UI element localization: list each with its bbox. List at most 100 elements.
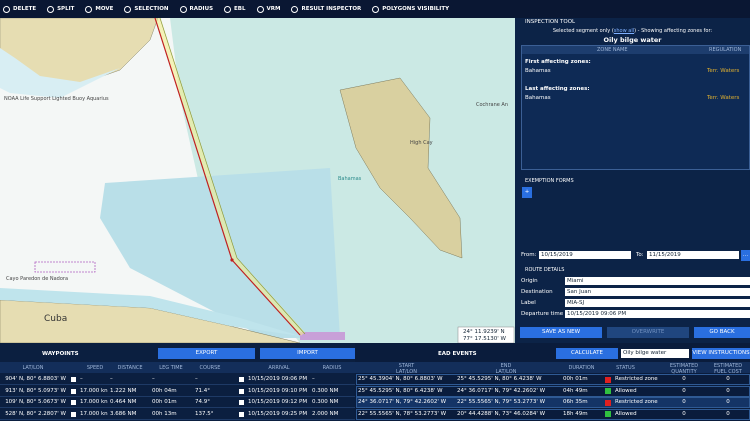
field-label: Label: [521, 300, 536, 306]
map-label: Bahamas: [338, 176, 362, 182]
checkbox[interactable]: [239, 388, 244, 394]
section-title: ROUTE DETAILS: [525, 267, 565, 273]
column-header: ESTIMATED QUANTITY: [662, 363, 706, 375]
checkbox[interactable]: [71, 400, 76, 405]
status-indicator: [605, 411, 611, 417]
to-date[interactable]: 11/15/2019: [647, 251, 739, 259]
cell: 0: [682, 410, 686, 417]
header-line: QUANTITY: [671, 368, 697, 375]
cell: 00h 01m: [563, 376, 588, 382]
icon: [124, 5, 132, 13]
save-button[interactable]: SAVE AS NEW: [520, 327, 602, 338]
icon: [179, 5, 187, 13]
header-line: START: [398, 362, 415, 369]
row[interactable]: [0, 409, 355, 420]
coordinate: 77° 17.5130' W: [463, 336, 507, 342]
toolbar-button[interactable]: POLYGONS VISIBILITY: [372, 5, 450, 13]
checkbox[interactable]: [71, 411, 76, 417]
icon: [372, 5, 380, 13]
status-indicator: [605, 388, 611, 394]
cell: –: [312, 376, 315, 382]
selection-note: Selected segment only (show all) - Showi…: [515, 28, 750, 34]
cell: 0: [682, 376, 686, 382]
column-header: COURSE: [199, 365, 221, 371]
row[interactable]: [0, 397, 355, 408]
cell: –: [195, 376, 198, 382]
import-button[interactable]: IMPORT: [260, 348, 355, 359]
toolbar-button[interactable]: EBL: [224, 5, 246, 13]
cell: Restricted zone: [615, 399, 658, 405]
toolbar-label: EBL: [234, 6, 246, 12]
row[interactable]: [0, 374, 355, 385]
panel-title: INSPECTION TOOL: [525, 19, 576, 25]
cell: 0: [682, 399, 686, 405]
export-button[interactable]: EXPORT: [158, 348, 255, 359]
toolbar-label: VRM: [266, 6, 281, 12]
cell: 06h 35m: [563, 399, 588, 405]
toolbar-button[interactable]: RESULT INSPECTOR: [291, 5, 361, 13]
back-button[interactable]: GO BACK: [694, 327, 750, 338]
column-header: LEG TIME: [159, 365, 183, 371]
zone-heading: Last affecting zones:: [525, 86, 590, 92]
waypoint[interactable]: [230, 258, 234, 262]
cell: 0: [682, 387, 686, 394]
field-value[interactable]: Miami: [565, 277, 750, 285]
column-header: REGULATION: [709, 47, 742, 53]
zone-name: Bahamas: [525, 68, 551, 74]
column-header: STATUS: [603, 365, 648, 371]
zone-table: ZONE NAME REGULATION First affecting zon…: [521, 45, 750, 170]
cell: 25° 45.5295' N, 80° 6.4238' W: [358, 387, 443, 394]
toolbar-button[interactable]: DELETE: [3, 5, 36, 13]
checkbox[interactable]: [71, 388, 76, 394]
overwrite-button[interactable]: OVERWRITE: [607, 327, 689, 338]
checkbox[interactable]: [239, 377, 244, 382]
row[interactable]: [0, 386, 355, 397]
column-header: START LAT/LON: [358, 363, 455, 375]
checkbox[interactable]: [71, 377, 76, 382]
icon: [256, 5, 264, 13]
cell: 3.686 NM: [110, 410, 137, 417]
checkbox[interactable]: [239, 400, 244, 405]
regulation: Terr. Waters: [707, 95, 740, 101]
cell: 71.4°: [195, 387, 210, 394]
cell: 22° 55.5565' N, 78° 53.2773' W: [358, 410, 447, 417]
toolbar-button[interactable]: VRM: [256, 5, 281, 13]
andros-island: [339, 77, 463, 259]
cell: 25° 45.5295' N, 80° 6.4238' W: [457, 376, 542, 382]
cell: 00h 13m: [152, 410, 177, 417]
instructions-button[interactable]: VIEW INSTRUCTIONS: [692, 348, 750, 359]
cell: Allowed: [615, 410, 637, 417]
cell: 2.000 NM: [312, 410, 339, 417]
map: Cuba Bahamas NOAA Life Support Lighted B…: [0, 18, 515, 343]
toolbar-button[interactable]: MOVE: [85, 5, 113, 13]
add-button[interactable]: +: [522, 187, 532, 198]
cell: 04h 49m: [563, 387, 588, 394]
checkbox[interactable]: [239, 411, 244, 417]
from-date[interactable]: 10/15/2019: [539, 251, 631, 259]
cell: 0.464 NM: [110, 399, 137, 405]
icon: [3, 5, 10, 13]
show-all-link[interactable]: show all: [613, 28, 635, 34]
map-label: High Cay: [410, 140, 433, 146]
toolbar: DELETE SPLIT MOVE SELECTION RADIUS EBL VRM RESU…: [0, 0, 750, 18]
field-value[interactable]: 10/15/2019 09:06 PM: [565, 310, 750, 318]
icon: [291, 5, 299, 13]
field-value[interactable]: San Juan: [565, 288, 750, 296]
more-button[interactable]: ...: [741, 250, 750, 261]
column-header: ARRIVAL: [268, 365, 290, 371]
column-header: RADIUS: [322, 365, 342, 371]
cell: 25° 45.3904' N, 80° 6.8803' W: [358, 376, 443, 382]
cell: 18h 49m: [563, 410, 588, 417]
toolbar-label: POLYGONS VISIBILITY: [382, 6, 450, 12]
cell: 24° 36.0717' N, 79° 42.2602' W: [358, 399, 447, 405]
toolbar-button[interactable]: RADIUS: [179, 5, 213, 13]
header-line: DURATION: [568, 365, 595, 371]
substance-select[interactable]: Oily bilge water: [621, 349, 689, 358]
cell: 528' N, 80° 2.2807' W: [5, 410, 66, 417]
field-value[interactable]: MIA-SJ: [565, 299, 750, 307]
toolbar-button[interactable]: SPLIT: [47, 5, 74, 13]
calculate-button[interactable]: CALCULATE: [556, 348, 618, 359]
cell: 0: [726, 376, 730, 382]
toolbar-button[interactable]: SELECTION: [124, 5, 169, 13]
